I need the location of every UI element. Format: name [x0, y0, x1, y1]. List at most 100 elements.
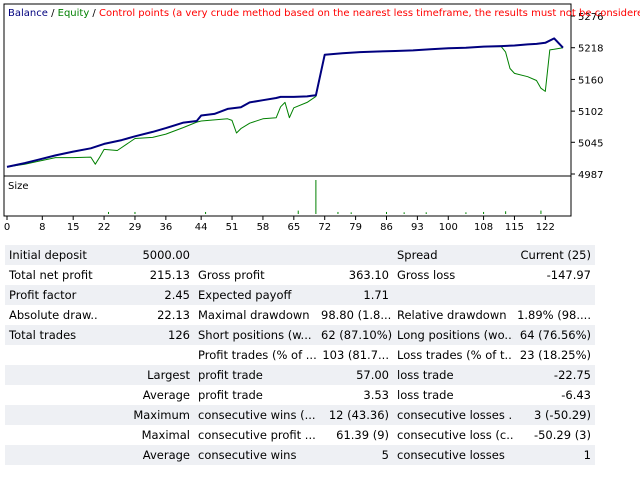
series-group: [6, 37, 564, 168]
report-row: Initial deposit 5000.00 Spread Current (25): [5, 245, 595, 265]
x-tick-label: 22: [98, 222, 111, 233]
report-label-a: [5, 345, 97, 365]
x-tick-label: 51: [226, 222, 239, 233]
report-row: Maximum consecutive wins (... 12 (43.36) co…: [5, 405, 595, 425]
report-value-a: Maximal: [97, 425, 194, 445]
x-tick-label: 122: [536, 222, 555, 233]
report-label-a: [5, 385, 97, 405]
report-value-a: 22.13: [97, 305, 194, 325]
report-row: Average consecutive wins 5 consecutive loss…: [5, 445, 595, 465]
report-row: Profit trades (% of ... 103 (81.7... Loss …: [5, 345, 595, 365]
report-value-a: Average: [97, 385, 194, 405]
report-label-b: consecutive wins (...: [194, 405, 317, 425]
report-label-a: [5, 425, 97, 445]
report-label-b: profit trade: [194, 365, 317, 385]
report-label-b: profit trade: [194, 385, 317, 405]
report-value-c: -6.43: [513, 385, 595, 405]
report-value-b: 57.00: [317, 365, 393, 385]
report-value-b: 1.71: [317, 285, 393, 305]
x-tick-label: 44: [195, 222, 208, 233]
legend-balance: Balance: [8, 8, 48, 19]
x-tick-label: 36: [159, 222, 172, 233]
report-value-c: Current (25): [513, 245, 595, 265]
report-value-a: 126: [97, 325, 194, 345]
x-tick-label: 86: [380, 222, 393, 233]
report-value-b: 61.39 (9): [317, 425, 393, 445]
report-label-a: Profit factor: [5, 285, 97, 305]
report-value-a: 215.13: [97, 265, 194, 285]
report-value-a: [97, 345, 194, 365]
equity-line: [6, 46, 564, 168]
report-label-c: consecutive loss (c...: [393, 425, 513, 445]
report-label-c: Relative drawdown: [393, 305, 513, 325]
x-tick-label: 115: [505, 222, 524, 233]
x-tick-label: 15: [67, 222, 80, 233]
x-tick-label: 65: [287, 222, 300, 233]
report-label-a: [5, 365, 97, 385]
report-value-b: 5: [317, 445, 393, 465]
x-tick-label: 93: [411, 222, 424, 233]
report-label-b: consecutive wins: [194, 445, 317, 465]
report-value-b: 3.53: [317, 385, 393, 405]
report-value-a: Average: [97, 445, 194, 465]
y-tick-label: 5218: [578, 44, 603, 55]
x-tick-label: 79: [349, 222, 362, 233]
report-row: Total net profit 215.13 Gross profit 363.10…: [5, 265, 595, 285]
y-tick-label: 5276: [578, 12, 603, 23]
legend: Balance / Equity / Control points (a ver…: [8, 8, 640, 19]
y-tick-label: 4987: [578, 170, 603, 181]
report-value-b: 103 (81.7...: [317, 345, 393, 365]
report-label-b: Expected payoff: [194, 285, 317, 305]
report-label-c: loss trade: [393, 385, 513, 405]
report-value-a: 2.45: [97, 285, 194, 305]
report-label-c: Loss trades (% of t...: [393, 345, 513, 365]
report-row: Total trades 126 Short positions (w... 62 (…: [5, 325, 595, 345]
main-chart-frame: [3, 3, 572, 177]
y-axis: 5276 5218 5160 5102 5045 4987: [571, 12, 603, 181]
report-label-c: Gross loss: [393, 265, 513, 285]
report-value-c: [513, 285, 595, 305]
balance-line: [6, 37, 564, 168]
size-label: Size: [8, 181, 29, 192]
report-value-c: -50.29 (3): [513, 425, 595, 445]
y-tick-label: 5102: [578, 107, 603, 118]
report-label-c: Spread: [393, 245, 513, 265]
report-value-c: 1.89% (98....: [513, 305, 595, 325]
report-value-c: 1: [513, 445, 595, 465]
x-tick-label: 29: [129, 222, 142, 233]
report-row: Maximal consecutive profit ... 61.39 (9) co…: [5, 425, 595, 445]
report-value-b: 98.80 (1.8...: [317, 305, 393, 325]
report-label-a: Total trades: [5, 325, 97, 345]
report-row: Profit factor 2.45 Expected payoff 1.71: [5, 285, 595, 305]
report-label-b: Short positions (w...: [194, 325, 317, 345]
report-value-b: 12 (43.36): [317, 405, 393, 425]
report-row: Absolute draw... 22.13 Maximal drawdown 98.…: [5, 305, 595, 325]
legend-separator: /: [48, 8, 58, 19]
size-chart-frame: [3, 175, 572, 217]
report-label-c: [393, 285, 513, 305]
report-label-c: loss trade: [393, 365, 513, 385]
report-label-b: Profit trades (% of ...: [194, 345, 317, 365]
legend-equity: Equity: [58, 8, 90, 19]
report-row: Largest profit trade 57.00 loss trade -22.75: [5, 365, 595, 385]
report-label-b: Gross profit: [194, 265, 317, 285]
report-value-a: 5000.00: [97, 245, 194, 265]
report-value-c: -22.75: [513, 365, 595, 385]
legend-separator: /: [89, 8, 99, 19]
x-tick-label: 72: [318, 222, 331, 233]
x-tick-label: 0: [4, 222, 10, 233]
report-label-b: [194, 245, 317, 265]
report-value-b: [317, 245, 393, 265]
report-value-c: 64 (76.56%): [513, 325, 595, 345]
report-label-c: consecutive losses: [393, 445, 513, 465]
x-tick-label: 108: [474, 222, 493, 233]
report-label-c: Long positions (wo...: [393, 325, 513, 345]
report-value-a: Largest: [97, 365, 194, 385]
report-label-c: consecutive losses ...: [393, 405, 513, 425]
report-label-a: [5, 405, 97, 425]
x-tick-label: 8: [39, 222, 45, 233]
x-tick-label: 58: [257, 222, 270, 233]
report-value-c: -147.97: [513, 265, 595, 285]
y-tick-label: 5045: [578, 138, 603, 149]
report-label-b: Maximal drawdown: [194, 305, 317, 325]
